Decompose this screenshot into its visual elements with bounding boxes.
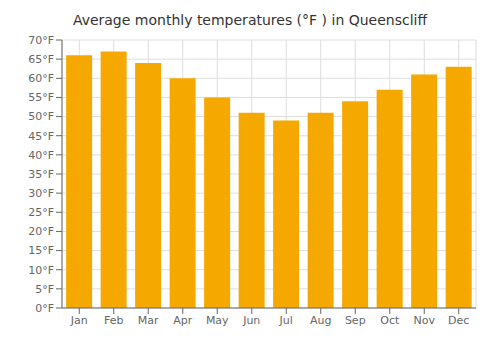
svg-text:35°F: 35°F bbox=[28, 168, 54, 181]
svg-text:55°F: 55°F bbox=[28, 91, 54, 104]
svg-text:40°F: 40°F bbox=[28, 149, 54, 162]
svg-text:May: May bbox=[206, 314, 229, 327]
svg-text:10°F: 10°F bbox=[28, 264, 54, 277]
svg-text:Mar: Mar bbox=[138, 314, 159, 327]
svg-text:Apr: Apr bbox=[173, 314, 193, 327]
svg-text:Aug: Aug bbox=[310, 314, 331, 327]
svg-text:60°F: 60°F bbox=[28, 72, 54, 85]
svg-text:Jul: Jul bbox=[279, 314, 293, 327]
html-text:Average monthly temperatures (: Average monthly temperatures (°F ) in Qu… bbox=[72, 12, 428, 28]
svg-text:Jan: Jan bbox=[70, 314, 88, 327]
svg-text:Sep: Sep bbox=[345, 314, 366, 327]
svg-text:Dec: Dec bbox=[448, 314, 469, 327]
svg-text:70°F: 70°F bbox=[28, 34, 54, 47]
svg-text:Feb: Feb bbox=[104, 314, 123, 327]
svg-text:Jun: Jun bbox=[242, 314, 260, 327]
svg-text:Nov: Nov bbox=[414, 314, 436, 327]
svg-text:Oct: Oct bbox=[380, 314, 400, 327]
svg-text:30°F: 30°F bbox=[28, 187, 54, 200]
svg-text:15°F: 15°F bbox=[28, 244, 54, 257]
svg-text:0°F: 0°F bbox=[35, 302, 54, 315]
svg-text:20°F: 20°F bbox=[28, 225, 54, 238]
svg-text:65°F: 65°F bbox=[28, 53, 54, 66]
svg-text:45°F: 45°F bbox=[28, 130, 54, 143]
svg-text:25°F: 25°F bbox=[28, 206, 54, 219]
svg-text:5°F: 5°F bbox=[35, 283, 54, 296]
svg-text:50°F: 50°F bbox=[28, 110, 54, 123]
